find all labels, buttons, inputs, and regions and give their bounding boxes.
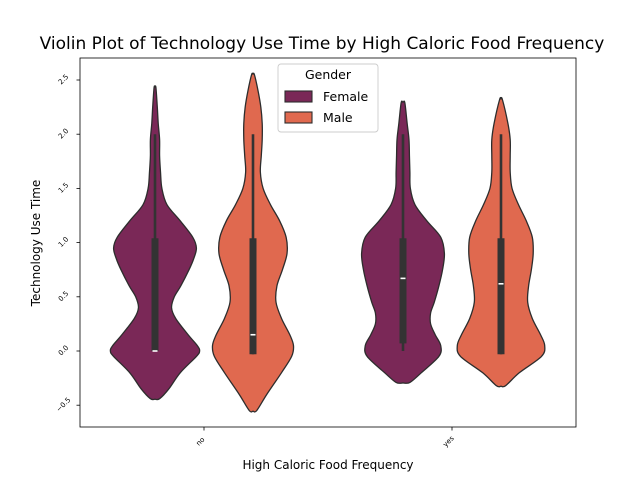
y-tick-label: 2.5 xyxy=(57,73,71,87)
y-tick-label: −0.5 xyxy=(55,396,73,414)
violin-male-yes xyxy=(456,96,546,388)
y-axis-label: Technology Use Time xyxy=(29,180,43,308)
violins-layer xyxy=(109,72,546,413)
y-axis: −0.5 0.0 0.5 1.0 1.5 2.0 2.5 xyxy=(55,73,80,414)
violin-male-no xyxy=(211,72,295,413)
y-tick-label: 1.0 xyxy=(57,235,71,249)
y-tick-label: 2.0 xyxy=(57,127,71,141)
legend-label-male: Male xyxy=(323,110,353,125)
x-tick-label: no xyxy=(195,436,207,448)
y-tick-label: 0.5 xyxy=(57,290,71,304)
iqr-box xyxy=(151,238,159,351)
iqr-box xyxy=(497,238,505,355)
y-tick-label: 1.5 xyxy=(57,181,71,195)
x-axis-label: High Caloric Food Frequency xyxy=(242,458,413,472)
legend-swatch-female xyxy=(284,90,313,103)
legend-label-female: Female xyxy=(323,89,369,104)
iqr-box xyxy=(249,238,257,355)
chart-title: Violin Plot of Technology Use Time by Hi… xyxy=(40,34,605,54)
legend-swatch-male xyxy=(284,111,313,124)
violin-female-no xyxy=(109,85,201,401)
y-tick-label: 0.0 xyxy=(57,344,71,358)
legend-title: Gender xyxy=(305,67,352,82)
iqr-box xyxy=(399,238,407,344)
legend: Gender Female Male xyxy=(277,63,379,133)
violin-female-yes xyxy=(360,100,446,384)
x-tick-label: yes xyxy=(441,434,455,448)
x-axis: no yes xyxy=(195,427,456,449)
